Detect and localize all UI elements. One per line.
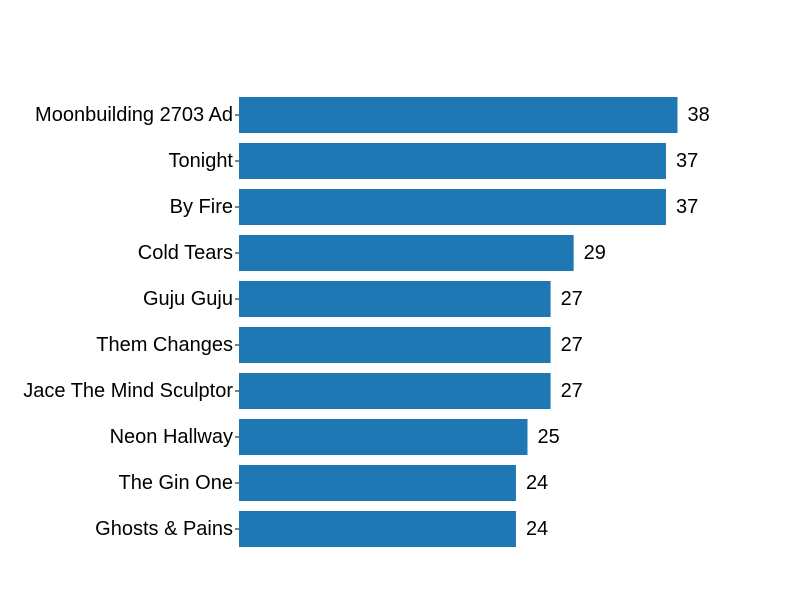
data-label: 27 (561, 334, 583, 356)
data-label: 29 (584, 242, 606, 264)
y-tick-label: Jace The Mind Sculptor (23, 380, 233, 402)
data-label: 38 (688, 104, 710, 126)
y-axis-tick-labels: Moonbuilding 2703 Ad Tonight By Fire Cold T… (23, 104, 233, 540)
bars-layer (239, 97, 678, 547)
y-tick-label: Them Changes (96, 334, 233, 356)
bar-the-gin-one (239, 465, 516, 501)
y-tick-label: Neon Hallway (110, 426, 233, 448)
data-label: 27 (561, 288, 583, 310)
bar-moonbuilding-2703-ad (239, 97, 678, 133)
bar-guju-guju (239, 281, 551, 317)
data-label: 37 (676, 150, 698, 172)
data-label: 24 (526, 518, 548, 540)
bar-them-changes (239, 327, 551, 363)
data-label: 25 (537, 426, 559, 448)
bar-jace-the-mind-sculptor (239, 373, 551, 409)
y-tick-label: The Gin One (118, 472, 233, 494)
bar-by-fire (239, 189, 666, 225)
y-tick-label: Guju Guju (143, 288, 233, 310)
bar-cold-tears (239, 235, 574, 271)
bar-neon-hallway (239, 419, 528, 455)
bar-ghosts-pains (239, 511, 516, 547)
data-label: 27 (561, 380, 583, 402)
y-axis-ticks (235, 114, 239, 530)
bar-tonight (239, 143, 666, 179)
y-tick-label: Cold Tears (138, 242, 233, 264)
data-label: 24 (526, 472, 548, 494)
y-tick-label: Moonbuilding 2703 Ad (35, 104, 233, 126)
y-tick-label: Ghosts & Pains (95, 518, 233, 540)
y-tick-label: By Fire (170, 196, 233, 218)
data-labels: 38 37 37 29 27 27 27 25 24 24 (526, 104, 710, 540)
y-tick-label: Tonight (169, 150, 234, 172)
data-label: 37 (676, 196, 698, 218)
